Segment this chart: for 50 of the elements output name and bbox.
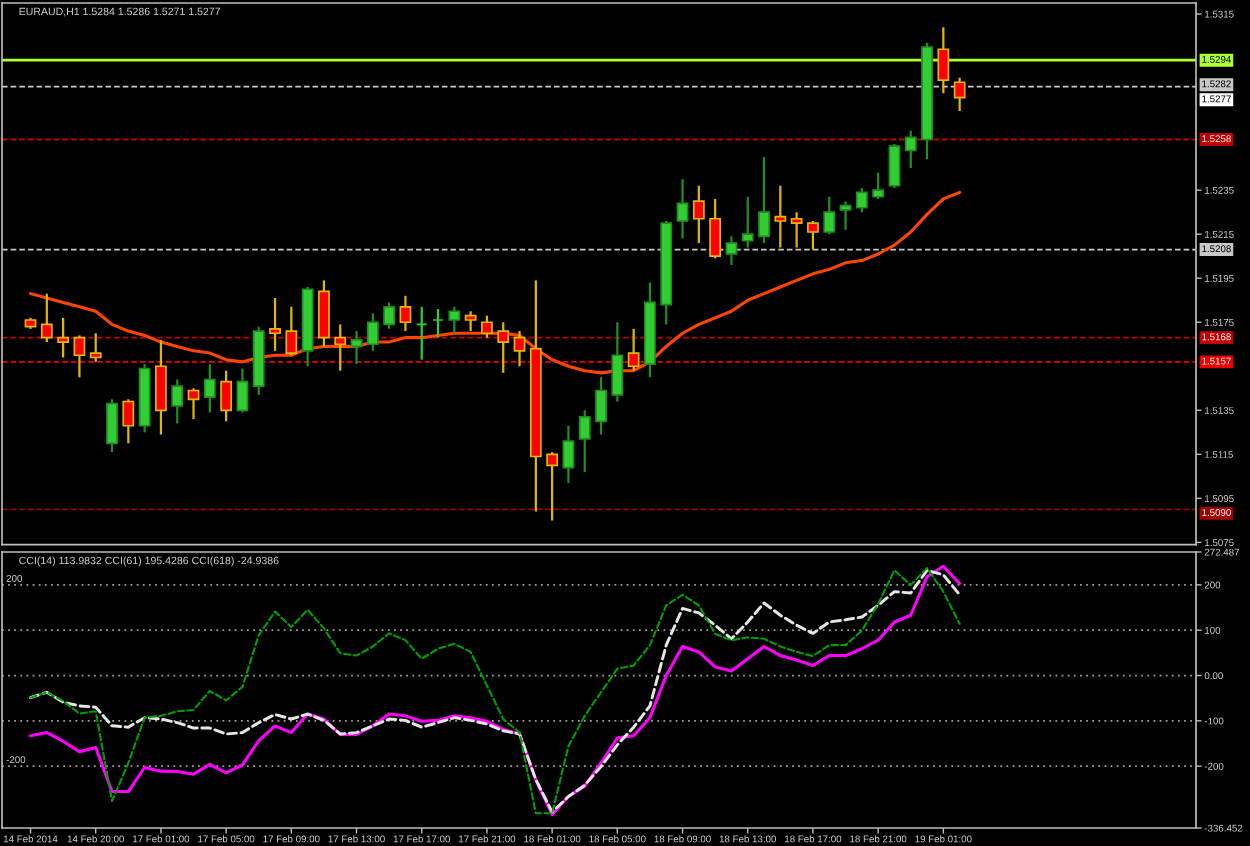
candlestick: [285, 305, 298, 357]
candlestick: [611, 321, 624, 403]
candlestick: [464, 310, 477, 333]
candlestick: [497, 321, 510, 374]
candlestick: [595, 376, 607, 436]
candlestick: [171, 378, 184, 425]
candlestick: [872, 171, 885, 201]
candlestick: [823, 195, 836, 236]
candlestick: [334, 323, 347, 372]
candlestick: [562, 424, 575, 485]
candlestick: [415, 305, 428, 361]
candlestick: [627, 327, 640, 372]
candlestick: [269, 296, 281, 352]
candlestick: [758, 156, 770, 245]
candlestick: [692, 184, 705, 245]
candlestick: [953, 76, 966, 112]
candlestick: [578, 409, 591, 474]
candlestick: [481, 314, 493, 339]
candlestick: [220, 369, 233, 423]
candlestick: [855, 186, 868, 214]
candlestick: [937, 26, 950, 95]
candlestick: [122, 398, 135, 445]
candlestick: [236, 367, 249, 414]
candlestick: [106, 398, 118, 454]
candlestick: [73, 334, 86, 379]
candlestick: [350, 329, 363, 366]
candlestick: [904, 129, 917, 170]
candlestick: [741, 195, 754, 249]
candlestick: [839, 200, 852, 231]
candlestick: [432, 307, 444, 339]
candlestick: [790, 211, 803, 249]
candlestick: [774, 184, 787, 249]
candlestick: [318, 279, 330, 348]
candlestick: [89, 332, 102, 363]
candlestick: [40, 292, 53, 344]
candlestick: [187, 387, 200, 421]
candlestick: [709, 197, 722, 260]
candlestick: [155, 338, 167, 436]
candlestick: [546, 451, 559, 522]
candlestick: [366, 312, 379, 352]
candlestick: [513, 329, 526, 368]
candlestick: [399, 294, 412, 333]
candlestick: [383, 301, 396, 330]
candlestick: [888, 142, 901, 190]
candlestick: [57, 316, 70, 359]
candlestick: [448, 305, 461, 335]
candlestick: [725, 235, 738, 267]
candlestick: [203, 362, 216, 414]
candlestick: [676, 178, 689, 240]
candlestick: [807, 219, 819, 251]
